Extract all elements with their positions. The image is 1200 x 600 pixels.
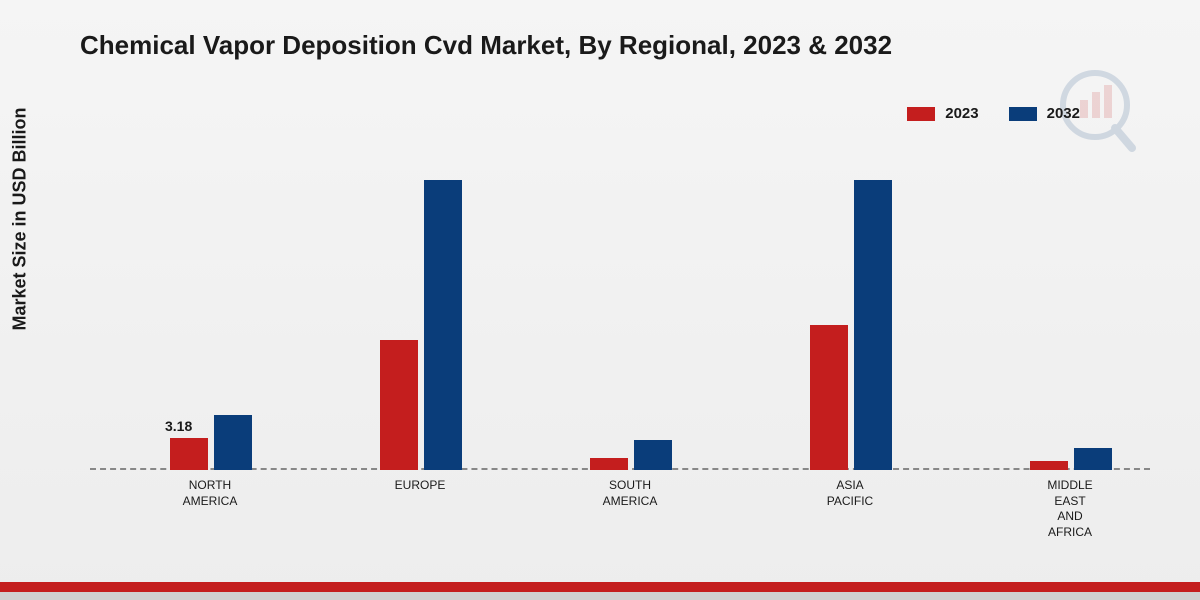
legend: 2023 2032 (907, 105, 1080, 122)
footer-grey-stripe (0, 592, 1200, 600)
bar-2023 (590, 458, 628, 470)
legend-label-2032: 2032 (1047, 105, 1080, 122)
bar-group (590, 440, 672, 470)
bar-2032 (634, 440, 672, 470)
legend-label-2023: 2023 (945, 105, 978, 122)
value-label: 3.18 (165, 418, 192, 434)
legend-swatch-2032 (1009, 107, 1037, 121)
bar-2023 (810, 325, 848, 470)
bar-group (810, 180, 892, 470)
category-label: SOUTHAMERICA (560, 478, 700, 509)
bar-group (1030, 448, 1112, 470)
legend-item-2023: 2023 (907, 105, 978, 122)
bar-2023 (1030, 461, 1068, 470)
bar-2032 (1074, 448, 1112, 470)
category-label: ASIAPACIFIC (780, 478, 920, 509)
bar-2023 (380, 340, 418, 470)
category-label: MIDDLEEASTANDAFRICA (1000, 478, 1140, 540)
chart-title: Chemical Vapor Deposition Cvd Market, By… (80, 30, 892, 61)
bar-2032 (424, 180, 462, 470)
y-axis-label: Market Size in USD Billion (10, 107, 31, 330)
bar-2032 (214, 415, 252, 470)
category-label: EUROPE (350, 478, 490, 494)
legend-item-2032: 2032 (1009, 105, 1080, 122)
bar-group (380, 180, 462, 470)
category-label: NORTHAMERICA (140, 478, 280, 509)
legend-swatch-2023 (907, 107, 935, 121)
footer-bar (0, 582, 1200, 600)
bar-2032 (854, 180, 892, 470)
chart-area: 3.18 (90, 150, 1150, 470)
footer-red-stripe (0, 582, 1200, 592)
bar-2023 (170, 438, 208, 470)
